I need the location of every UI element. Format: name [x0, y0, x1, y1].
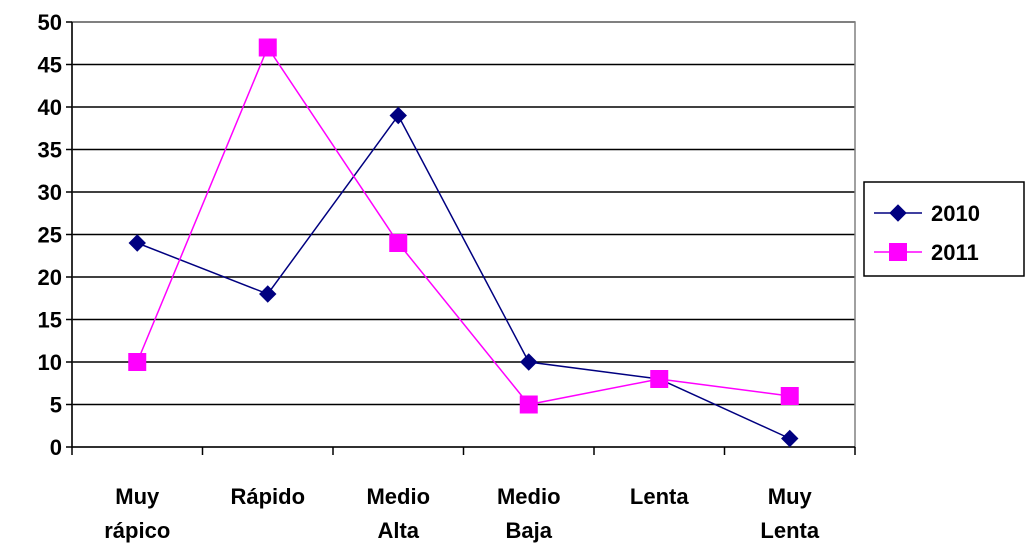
data-point	[519, 395, 538, 414]
legend-label: 2010	[931, 201, 980, 226]
y-tick-label: 20	[38, 265, 62, 290]
y-tick-label: 40	[38, 95, 62, 120]
y-tick-label: 15	[38, 308, 62, 333]
series-line	[136, 45, 790, 406]
data-point	[520, 353, 538, 371]
data-point	[258, 38, 277, 57]
data-point	[128, 234, 146, 252]
series-2011	[128, 38, 799, 414]
x-tick-label: Muy Lenta	[760, 484, 819, 543]
data-point	[389, 234, 408, 252]
legend-entry: 2011	[874, 240, 979, 265]
legend: 2010 2011	[863, 181, 1025, 277]
x-tick-label: Muy rápico	[104, 484, 170, 543]
series-line	[136, 114, 791, 440]
y-tick-label: 30	[38, 180, 62, 205]
y-tick-label: 35	[38, 138, 62, 163]
y-tick-label: 10	[38, 350, 62, 375]
data-point	[650, 370, 669, 388]
legend-label: 2011	[931, 240, 979, 265]
x-tick-label: Rápido	[230, 484, 305, 509]
data-point	[259, 285, 277, 303]
y-tick-label: 5	[50, 393, 62, 418]
y-tick-label: 25	[38, 223, 62, 248]
legend-marker	[889, 204, 907, 222]
gridlines	[72, 21, 855, 406]
data-point	[781, 429, 799, 448]
y-tick-label: 50	[38, 10, 62, 35]
data-point	[780, 387, 799, 405]
data-point	[389, 106, 407, 125]
data-point	[128, 353, 147, 371]
series-group	[128, 38, 799, 448]
y-tick-label: 45	[38, 53, 62, 78]
x-axis-ticks: Muy rápico Rápido Medio Alta Medio Baja Lenta Mu…	[71, 447, 856, 543]
x-tick-label: Lenta	[630, 484, 689, 509]
x-tick-label: Medio Baja	[497, 484, 561, 543]
y-tick-label: 0	[50, 435, 62, 460]
legend-entry: 2010	[874, 201, 980, 226]
legend-marker	[889, 243, 907, 261]
x-tick-label: Medio Alta	[366, 484, 430, 543]
y-axis-ticks: 0 5 10 15 20 25 30 35 40 45 50	[38, 10, 72, 460]
